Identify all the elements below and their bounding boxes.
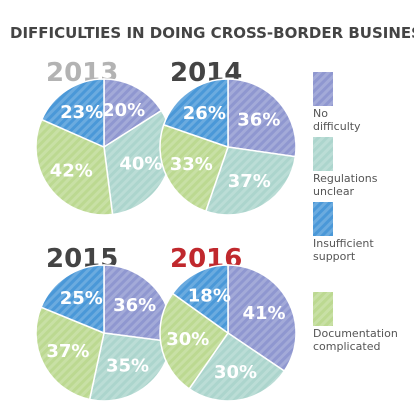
- slice-label: 33%: [170, 154, 213, 175]
- slice-label: 25%: [60, 288, 103, 309]
- pie-slice-texture: [104, 110, 172, 215]
- slice-label: 30%: [166, 329, 209, 350]
- slice-label: 42%: [50, 160, 93, 181]
- legend-label: Regulations unclear: [313, 172, 381, 198]
- pie-slice-texture: [189, 333, 285, 401]
- legend-swatch-texture: [313, 202, 333, 236]
- chart-title: DIFFICULTIES IN DOING CROSS-BORDER BUSIN…: [10, 24, 414, 42]
- pie-slice-texture: [36, 307, 104, 400]
- slice-label: 36%: [113, 295, 156, 316]
- slice-label: 20%: [102, 100, 145, 121]
- slice-label: 37%: [46, 341, 89, 362]
- slice-label: 23%: [60, 102, 103, 123]
- pie-slice-texture: [104, 79, 162, 147]
- slice-label: 26%: [183, 103, 226, 124]
- pie-slice-texture: [205, 147, 296, 215]
- legend-swatch-texture: [313, 72, 333, 106]
- pie-slice-texture: [41, 79, 104, 147]
- pie-slice-texture: [172, 265, 228, 333]
- legend-label: Insufficient support: [313, 237, 377, 263]
- slice-label: 37%: [228, 171, 271, 192]
- slice-label: 18%: [188, 286, 231, 307]
- pie-slice-texture: [228, 79, 297, 157]
- pie-slice-texture: [163, 79, 228, 147]
- slice-label: 35%: [106, 355, 149, 376]
- pie-slice-texture: [160, 293, 228, 389]
- slice-label: 36%: [237, 109, 280, 130]
- legend-swatch-texture: [313, 292, 333, 326]
- slice-label: 41%: [242, 303, 285, 324]
- slice-label: 30%: [214, 362, 257, 383]
- pie-slice-texture: [104, 265, 172, 342]
- legend-label: Documentation complicated: [313, 327, 401, 353]
- pie-slice-texture: [36, 119, 113, 216]
- legend-label: No difficulty: [313, 107, 361, 133]
- slice-label: 40%: [119, 153, 162, 174]
- pie-slice-texture: [160, 124, 228, 212]
- pie-slice-texture: [228, 265, 296, 372]
- legend-swatch-texture: [313, 137, 333, 171]
- pie-slice-texture: [89, 333, 172, 401]
- pie-slice-texture: [41, 265, 104, 333]
